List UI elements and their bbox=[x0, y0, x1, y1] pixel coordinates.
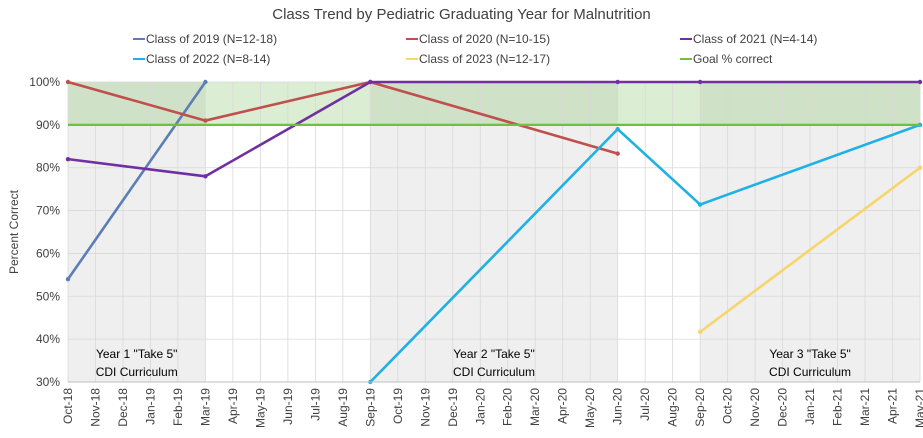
curriculum-label-line1: Year 1 "Take 5" bbox=[96, 347, 177, 361]
x-tick-label: Nov-19 bbox=[418, 388, 432, 427]
x-tick-label: May-19 bbox=[253, 388, 267, 428]
x-tick-label: Nov-18 bbox=[88, 388, 102, 427]
legend-item-class-2019: Class of 2019 (N=12-18) bbox=[133, 32, 277, 46]
x-tick-label: May-21 bbox=[913, 388, 923, 428]
series-line bbox=[699, 166, 921, 333]
chart-title: Class Trend by Pediatric Graduating Year… bbox=[272, 6, 651, 23]
legend-swatch bbox=[133, 37, 145, 40]
x-tick-label: Nov-20 bbox=[748, 388, 762, 427]
x-tick-label: Oct-18 bbox=[61, 388, 75, 424]
y-tick-label: 70% bbox=[36, 204, 60, 218]
x-tick-label: Jul-20 bbox=[638, 388, 652, 421]
series-line bbox=[67, 80, 920, 178]
curriculum-period-shade bbox=[68, 82, 206, 382]
series-point bbox=[65, 156, 71, 162]
legend-swatch bbox=[406, 57, 418, 60]
x-tick-label: Apr-20 bbox=[556, 388, 570, 424]
legend-swatch bbox=[680, 37, 692, 40]
x-tick-label: Jun-19 bbox=[281, 388, 295, 425]
y-tick-label: 30% bbox=[36, 375, 60, 389]
legend-item-goal: Goal % correct bbox=[680, 52, 772, 66]
legend-item-class-2021: Class of 2021 (N=4-14) bbox=[680, 32, 817, 46]
series-point bbox=[65, 276, 71, 282]
x-tick-label: Aug-19 bbox=[336, 388, 350, 427]
x-tick-label: Dec-19 bbox=[446, 388, 460, 427]
legend-label: Class of 2021 (N=4-14) bbox=[693, 32, 818, 46]
legend-item-class-2022: Class of 2022 (N=8-14) bbox=[133, 52, 270, 66]
series-point bbox=[697, 202, 703, 207]
x-tick-label: Mar-19 bbox=[198, 388, 212, 426]
curriculum-period-shade bbox=[370, 82, 618, 382]
legend-item-class-2023: Class of 2023 (N=12-17) bbox=[406, 52, 550, 66]
x-tick-label: Oct-20 bbox=[721, 388, 735, 424]
series-point bbox=[615, 126, 620, 132]
legend-item-class-2020: Class of 2020 (N=10-15) bbox=[406, 32, 550, 46]
curriculum-label-line1: Year 2 "Take 5" bbox=[453, 347, 534, 361]
legend-swatch bbox=[406, 37, 418, 40]
legend-label: Class of 2022 (N=8-14) bbox=[146, 52, 271, 66]
x-tick-label: Feb-19 bbox=[171, 388, 185, 426]
x-tick-label: Jan-19 bbox=[143, 388, 157, 425]
curriculum-label-line2: CDI Curriculum bbox=[769, 365, 851, 379]
series-point bbox=[697, 79, 703, 85]
x-tick-label: Mar-20 bbox=[528, 388, 542, 426]
x-tick-label: Jun-20 bbox=[611, 388, 625, 425]
x-tick-label: Feb-20 bbox=[501, 388, 515, 426]
x-tick-label: Mar-21 bbox=[858, 388, 872, 426]
legend: Class of 2019 (N=12-18) Class of 2020 (N… bbox=[0, 30, 923, 70]
series-point bbox=[697, 329, 703, 335]
x-tick-label: Jan-21 bbox=[803, 388, 817, 425]
series-point bbox=[917, 165, 923, 170]
y-tick-label: 100% bbox=[29, 75, 60, 89]
curriculum-label-line1: Year 3 "Take 5" bbox=[769, 347, 850, 361]
y-tick-label: 90% bbox=[36, 118, 60, 132]
x-tick-label: May-20 bbox=[583, 388, 597, 428]
series-point bbox=[917, 79, 923, 85]
series-point bbox=[65, 79, 71, 85]
series-point bbox=[615, 79, 620, 85]
x-tick-label: Jul-19 bbox=[308, 388, 322, 421]
legend-swatch bbox=[133, 57, 145, 60]
y-tick-label: 80% bbox=[36, 161, 60, 175]
legend-label: Class of 2020 (N=10-15) bbox=[419, 32, 551, 46]
y-tick-label: 50% bbox=[36, 289, 60, 303]
legend-swatch bbox=[680, 57, 692, 60]
x-tick-label: Oct-19 bbox=[391, 388, 405, 424]
x-tick-label: Feb-21 bbox=[831, 388, 845, 426]
series-point bbox=[368, 79, 373, 85]
x-tick-label: Dec-20 bbox=[776, 388, 790, 427]
x-tick-label: Sep-19 bbox=[363, 388, 377, 427]
series-point bbox=[203, 79, 208, 85]
x-tick-label: Apr-19 bbox=[226, 388, 240, 424]
series-line bbox=[67, 80, 619, 155]
x-tick-label: Jan-20 bbox=[473, 388, 487, 425]
legend-label: Class of 2019 (N=12-18) bbox=[146, 32, 278, 46]
x-tick-label: Apr-21 bbox=[886, 388, 900, 424]
legend-label: Goal % correct bbox=[693, 52, 773, 66]
x-tick-label: Sep-20 bbox=[693, 388, 707, 427]
series-line bbox=[369, 123, 921, 383]
x-tick-label: Aug-20 bbox=[666, 388, 680, 427]
series-point bbox=[203, 174, 208, 179]
x-tick-label: Dec-18 bbox=[116, 388, 130, 427]
y-tick-label: 40% bbox=[36, 332, 60, 346]
y-tick-label: 60% bbox=[36, 246, 60, 260]
legend-label: Class of 2023 (N=12-17) bbox=[419, 52, 551, 66]
curriculum-label-line2: CDI Curriculum bbox=[453, 365, 535, 379]
series-point bbox=[203, 118, 208, 123]
curriculum-label-line2: CDI Curriculum bbox=[96, 365, 178, 379]
series-point bbox=[615, 151, 620, 156]
y-axis-label: Percent Correct bbox=[7, 189, 21, 274]
